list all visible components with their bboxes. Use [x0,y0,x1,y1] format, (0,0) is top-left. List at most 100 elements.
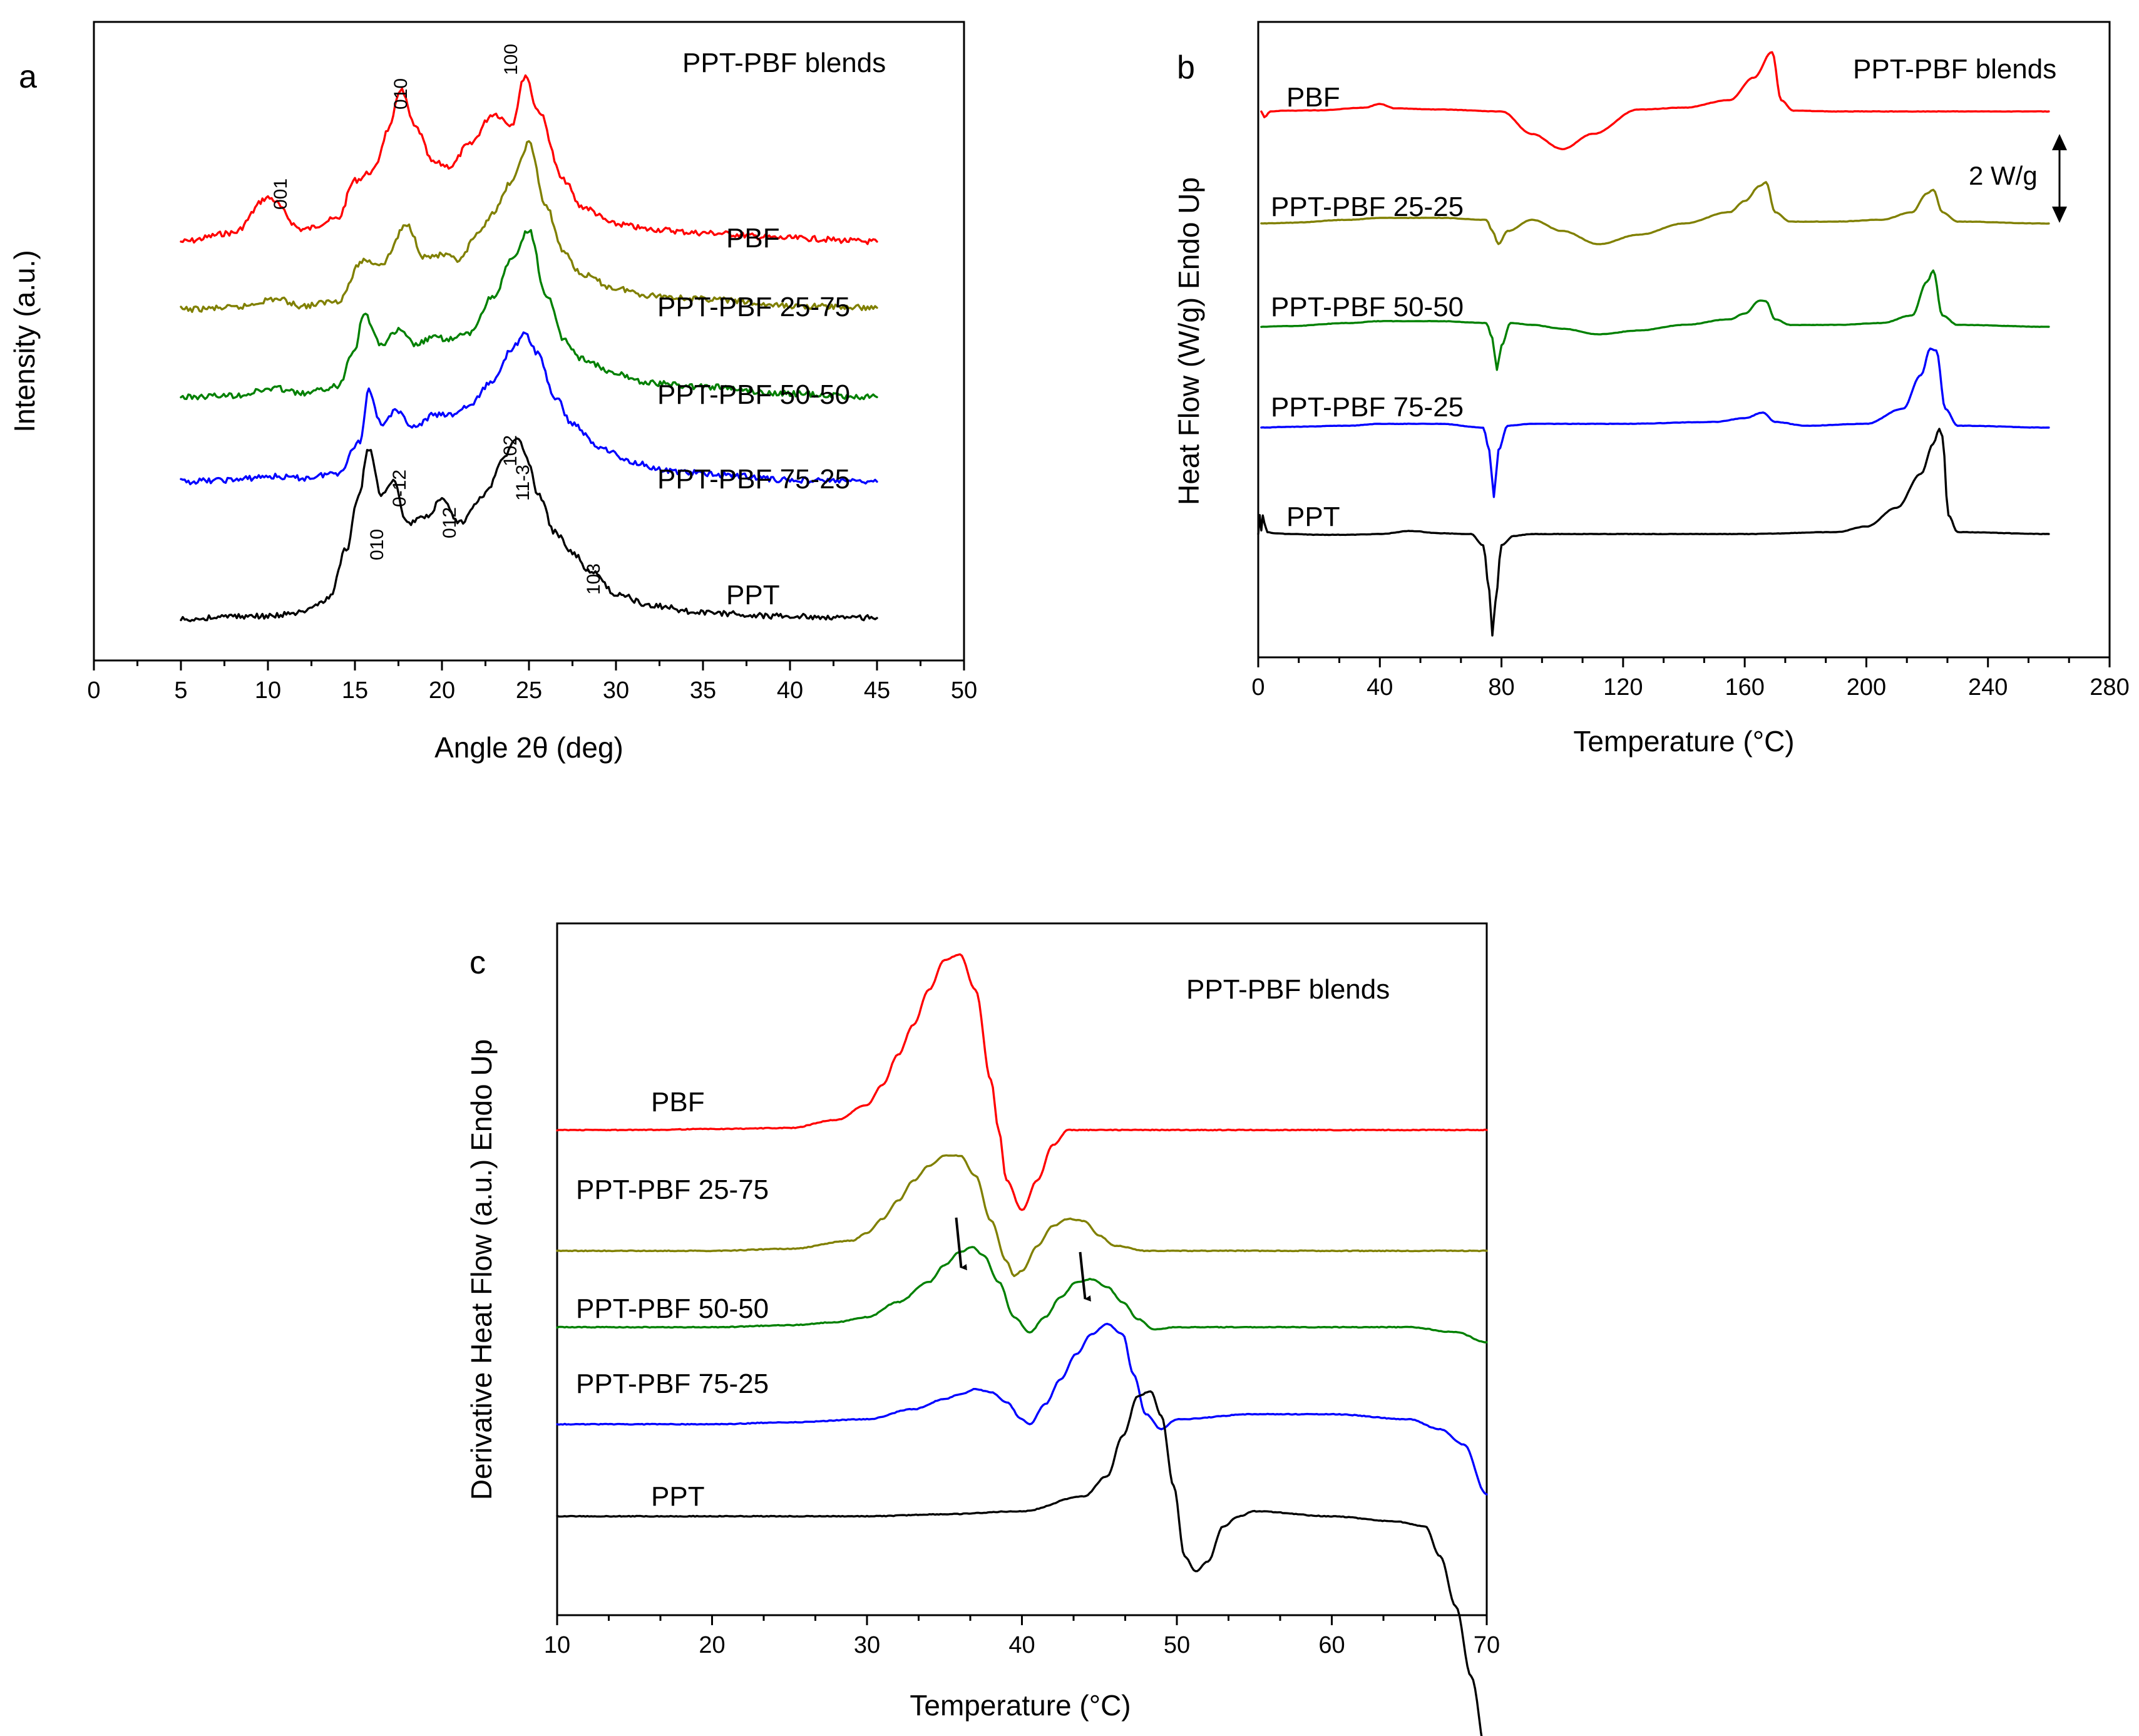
peak-label-a-2: 100 [501,44,521,75]
x-ticks-b: 0 40 80 120 160 200 240 280 [1251,657,2130,701]
y-axis-label-a: Intensity (a.u.) [8,250,41,432]
peak-label-a-0: 001 [270,178,291,210]
y-axis-label-b: Heat Flow (W/g) Endo Up [1172,177,1205,505]
x-tick-label-7: 280 [2090,674,2129,701]
x-tick-label-0: 0 [87,677,100,704]
x-tick-label-2: 30 [854,1632,880,1658]
series-line-c-1 [556,1154,1488,1277]
series-label-b-0: PBF [1286,82,1340,113]
x-tick-label-5: 25 [516,677,542,704]
x-tick-label-7: 35 [690,677,716,704]
chart-panel-a: a 0 5 10 15 20 25 30 35 40 45 50 PPT-PBF blends PB… [8,21,977,764]
x-tick-label-1: 5 [174,677,187,704]
x-tick-label-5: 200 [1847,674,1886,701]
x-tick-label-5: 60 [1318,1632,1345,1658]
scale-bar-label: 2 W/g [1969,161,2038,190]
svg-text:0-12: 0-12 [389,470,410,507]
curves-c [556,953,1488,1736]
x-axis-label-b: Temperature (°C) [1573,725,1794,758]
series-line-a-3 [180,331,878,486]
panel-label-a: a [19,59,37,95]
series-label-a-0: PBF [726,223,780,254]
x-tick-label-3: 15 [342,677,368,704]
x-tick-label-6: 70 [1474,1632,1500,1658]
arrow-0 [955,1217,967,1271]
series-label-c-1: PPT-PBF 25-75 [576,1174,769,1205]
scale-bar-arrow-up [2052,134,2067,150]
x-tick-label-4: 50 [1164,1632,1190,1658]
arrow-1 [1079,1251,1091,1302]
series-label-b-4: PPT [1286,501,1340,532]
x-axis-label-a: Angle 2θ (deg) [434,731,623,764]
panel-label-c: c [469,945,486,981]
series-line-a-1 [180,140,878,313]
series-label-a-2: PPT-PBF 50-50 [657,379,850,410]
curves-a [180,74,878,622]
series-line-a-2 [180,229,878,401]
series-label-c-4: PPT [651,1481,705,1512]
y-axis-label-c: Derivative Heat Flow (a.u.) Endo Up [465,1039,498,1500]
series-line-b-2 [1260,269,2050,371]
series-line-c-0 [556,953,1488,1211]
series-label-c-0: PBF [651,1087,705,1117]
series-label-a-3: PPT-PBF 75-25 [657,464,850,495]
x-tick-label-1: 40 [1367,674,1393,701]
x-tick-label-0: 10 [544,1632,570,1658]
svg-text:102: 102 [500,435,521,466]
x-ticks-a: 0 5 10 15 20 25 30 35 40 45 50 [87,660,977,704]
x-tick-label-6: 30 [603,677,629,704]
series-line-b-1 [1260,181,2050,245]
peak-label-a-3: 010 [367,529,387,560]
svg-text:010: 010 [367,529,387,560]
series-label-b-2: PPT-PBF 50-50 [1271,292,1464,322]
chart-panel-c: c 10 20 30 40 50 60 70 PPT-PBF blends PBF PPT-… [465,922,1500,1736]
curves-b [1257,51,2050,637]
series-line-a-0 [180,74,878,245]
series-label-b-3: PPT-PBF 75-25 [1271,392,1464,423]
plot-frame-b [1257,21,2111,659]
x-tick-label-6: 240 [1968,674,2008,701]
series-line-c-4 [556,1390,1483,1736]
x-ticks-c: 10 20 30 40 50 60 70 [544,1615,1500,1658]
peak-label-a-1: 010 [391,78,411,110]
x-tick-label-4: 20 [429,677,455,704]
svg-text:Intensity (a.u.): Intensity (a.u.) [8,250,41,432]
series-line-b-4 [1257,428,2050,637]
peak-label-a-4: 0-12 [389,470,410,507]
x-tick-label-9: 45 [864,677,890,704]
x-tick-label-8: 40 [777,677,803,704]
title-b: PPT-PBF blends [1853,54,2056,85]
x-axis-label-c: Temperature (°C) [910,1689,1131,1722]
svg-text:103: 103 [583,563,604,595]
series-label-b-1: PPT-PBF 25-25 [1271,192,1464,222]
x-tick-label-2: 10 [255,677,281,704]
x-tick-label-3: 120 [1603,674,1643,701]
title-a: PPT-PBF blends [682,48,886,78]
series-label-c-2: PPT-PBF 50-50 [576,1293,769,1324]
title-c: PPT-PBF blends [1186,974,1390,1005]
svg-text:012: 012 [439,507,460,538]
peak-label-a-7: 11-3 [513,465,533,501]
x-tick-label-2: 80 [1488,674,1514,701]
scale-bar-arrow-down [2052,207,2067,223]
x-tick-label-1: 20 [699,1632,725,1658]
peak-label-a-8: 103 [583,563,604,595]
x-tick-label-0: 0 [1251,674,1264,701]
series-line-b-3 [1260,347,2050,498]
x-tick-label-3: 40 [1008,1632,1035,1658]
series-line-c-2 [556,1246,1488,1343]
x-tick-label-4: 160 [1725,674,1764,701]
svg-text:Derivative Heat Flow (a.u.) En: Derivative Heat Flow (a.u.) Endo Up [465,1039,498,1500]
svg-text:001: 001 [270,178,291,210]
svg-text:Heat Flow (W/g) Endo Up: Heat Flow (W/g) Endo Up [1172,177,1205,505]
peak-label-a-6: 102 [500,435,521,466]
series-line-c-3 [556,1322,1488,1496]
x-tick-label-10: 50 [951,677,977,704]
svg-text:100: 100 [501,44,521,75]
series-line-b-0 [1260,51,2050,150]
series-label-a-1: PPT-PBF 25-75 [657,292,850,322]
svg-text:010: 010 [391,78,411,110]
panel-label-b: b [1177,49,1195,86]
svg-text:11-3: 11-3 [513,465,533,501]
